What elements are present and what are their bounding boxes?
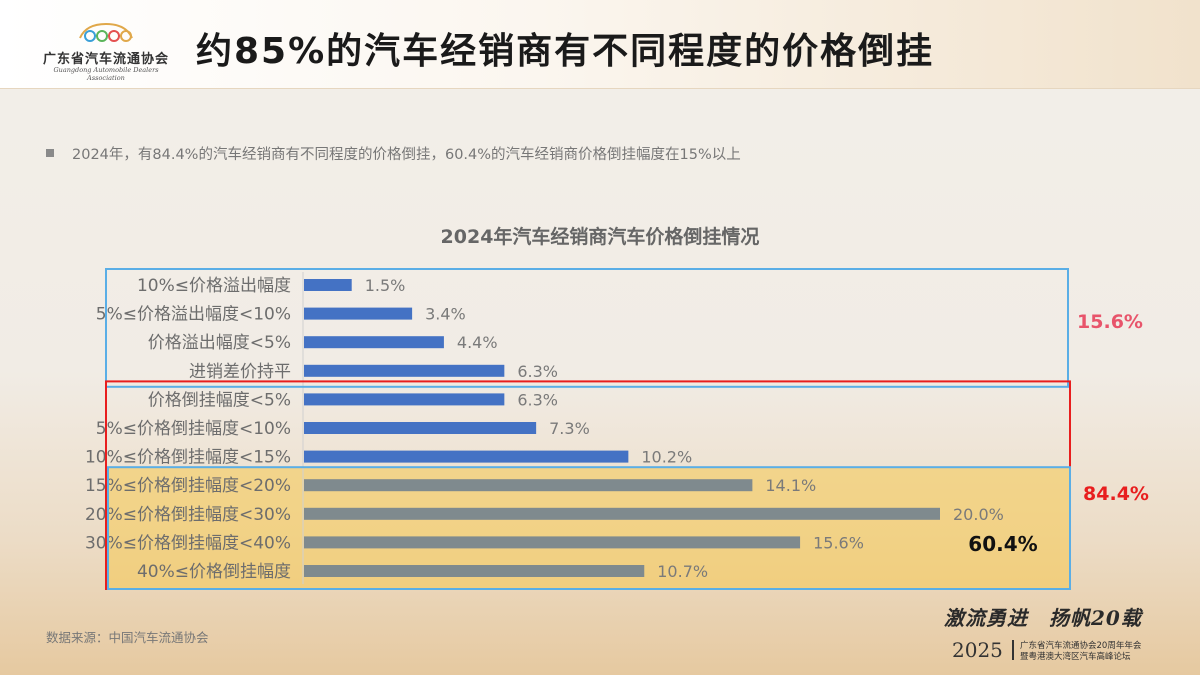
bar <box>304 507 940 520</box>
car-logo-icon <box>79 22 133 42</box>
value-label: 10.7% <box>657 562 708 581</box>
category-label: 20%≤价格倒挂幅度<30% <box>85 505 291 525</box>
bar <box>304 393 505 406</box>
bar <box>304 422 537 434</box>
bar <box>304 450 629 463</box>
bullet-square-icon <box>46 149 54 157</box>
summary-text: 2024年，有84.4%的汽车经销商有不同程度的价格倒挂，60.4%的汽车经销商… <box>72 147 741 163</box>
bar <box>304 336 444 349</box>
bar <box>304 565 645 577</box>
category-label: 5%≤价格溢出幅度<10% <box>96 305 291 325</box>
logo-english-text: Guangdong Automobile Dealers Association <box>53 66 159 82</box>
category-label: 进销差价持平 <box>189 362 291 382</box>
event-slogan: 激流勇进 扬帆20载 <box>944 606 1142 630</box>
group-label-over15: 60.4% <box>968 532 1037 556</box>
value-label: 7.3% <box>549 419 590 438</box>
event-year: 2025 <box>952 638 1003 662</box>
bar <box>304 479 753 492</box>
category-label: 10%≤价格溢出幅度 <box>137 276 291 296</box>
value-label: 4.4% <box>457 333 498 352</box>
category-label: 价格溢出幅度<5% <box>148 333 291 353</box>
bar <box>304 307 413 320</box>
category-label: 15%≤价格倒挂幅度<20% <box>85 476 291 496</box>
bar <box>304 279 352 291</box>
header-banner: 广东省汽车流通协会 Guangdong Automobile Dealers A… <box>0 0 1200 89</box>
chart-title-text: 2024年汽车经销商汽车价格倒挂情况 <box>440 226 760 248</box>
category-label: 10%≤价格倒挂幅度<15% <box>85 448 291 468</box>
source-note: 数据来源：中国汽车流通协会 <box>46 630 209 645</box>
group-label-premium: 15.6% <box>1077 311 1143 333</box>
value-label: 14.1% <box>765 476 816 495</box>
bar <box>304 536 801 549</box>
group-box-premium <box>105 268 1069 388</box>
event-brand: 激流勇进 扬帆20载 2025 广东省汽车流通协会20周年年会 暨粤港澳大湾区汽… <box>940 602 1190 662</box>
brand-divider <box>1012 640 1014 660</box>
category-label: 5%≤价格倒挂幅度<10% <box>96 419 291 439</box>
value-label: 6.3% <box>517 390 558 409</box>
category-label: 价格倒挂幅度<5% <box>148 390 291 410</box>
category-label: 30%≤价格倒挂幅度<40% <box>85 533 291 553</box>
page-title: 约85%的汽车经销商有不同程度的价格倒挂 <box>196 31 935 72</box>
value-label: 3.4% <box>425 305 466 324</box>
event-name-line1: 广东省汽车流通协会20周年年会 <box>1020 641 1142 651</box>
logo-text: 广东省汽车流通协会 <box>42 52 169 67</box>
event-name-line2: 暨粤港澳大湾区汽车高峰论坛 <box>1020 652 1131 662</box>
value-label: 6.3% <box>517 362 558 381</box>
value-label: 15.6% <box>813 533 864 552</box>
value-label: 10.2% <box>641 448 692 467</box>
category-label: 40%≤价格倒挂幅度 <box>137 562 291 582</box>
value-label: 20.0% <box>953 505 1004 524</box>
value-label: 1.5% <box>365 276 406 295</box>
bar <box>304 364 505 377</box>
summary-bullet: 2024年，有84.4%的汽车经销商有不同程度的价格倒挂，60.4%的汽车经销商… <box>46 143 741 164</box>
association-logo: 广东省汽车流通协会 Guangdong Automobile Dealers A… <box>36 18 176 82</box>
group-label-inverted: 84.4% <box>1083 483 1149 505</box>
group-box-over15 <box>107 466 1071 591</box>
chart-title: 2024年汽车经销商汽车价格倒挂情况 <box>0 222 1200 249</box>
